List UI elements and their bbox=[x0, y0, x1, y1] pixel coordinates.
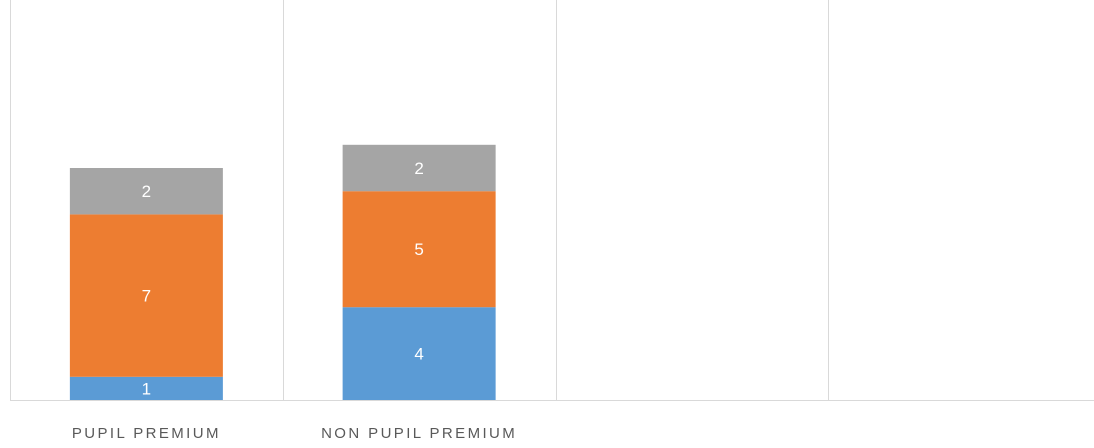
data-label: 2 bbox=[142, 182, 151, 201]
category-label: NON PUPIL PREMIUM bbox=[321, 425, 517, 442]
data-label: 5 bbox=[414, 240, 423, 259]
bar-segment bbox=[342, 191, 496, 308]
bar-segment bbox=[342, 144, 496, 192]
category-label: PUPIL PREMIUM bbox=[72, 425, 221, 442]
bar-segment bbox=[69, 168, 223, 215]
data-label: 4 bbox=[414, 345, 423, 364]
data-label: 7 bbox=[142, 287, 151, 306]
bar-segment bbox=[69, 214, 223, 377]
data-label: 1 bbox=[142, 379, 151, 398]
bar-segment bbox=[342, 307, 496, 400]
data-label: 2 bbox=[414, 159, 423, 178]
bar-segment bbox=[69, 376, 223, 400]
